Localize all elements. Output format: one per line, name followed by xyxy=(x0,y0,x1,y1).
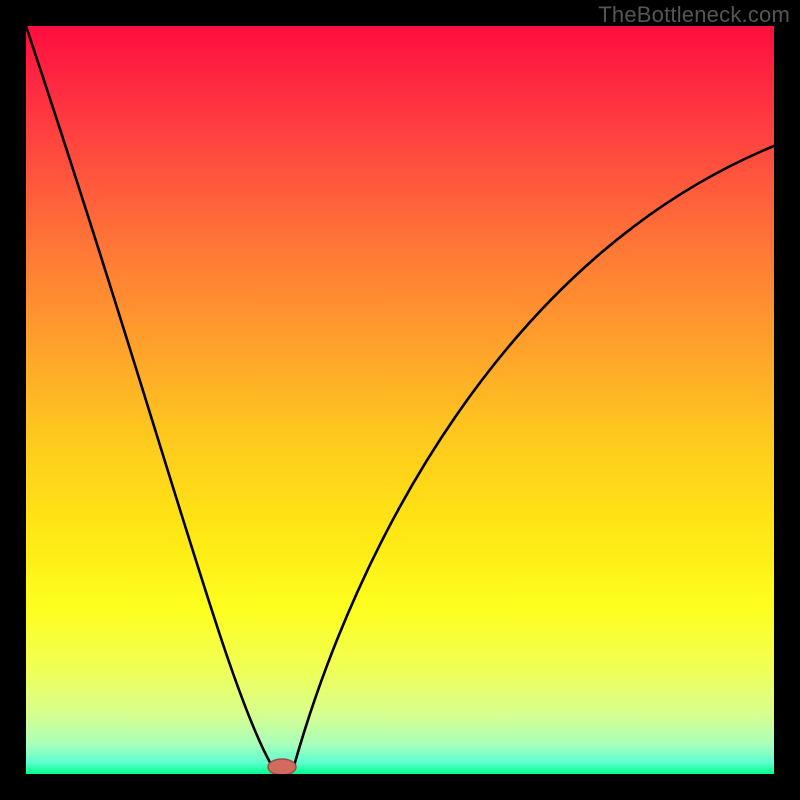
chart-svg xyxy=(26,26,774,774)
chart-background xyxy=(26,26,774,774)
bottleneck-chart xyxy=(26,26,774,774)
watermark-text: TheBottleneck.com xyxy=(598,2,790,28)
nadir-marker xyxy=(268,759,296,774)
